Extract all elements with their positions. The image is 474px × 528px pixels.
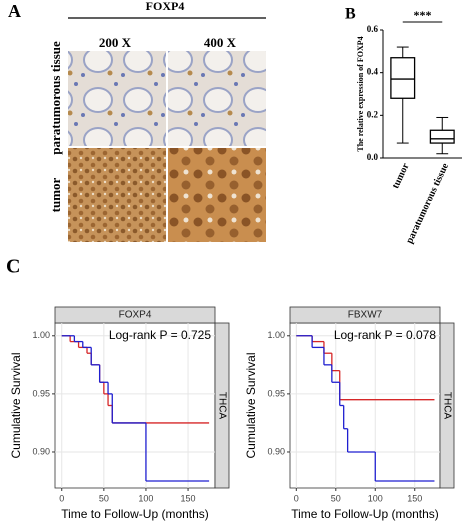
strip [289, 306, 441, 324]
strip-title: FBXW7 [348, 310, 383, 321]
x-axis-label: Time to Follow-Up (months) [61, 507, 209, 521]
y-tick-label: 0.2 [367, 109, 379, 119]
x-tick-label: paratumorous tissue [404, 161, 451, 245]
x-axis-label: Time to Follow-Up (months) [291, 507, 439, 521]
panel-label: A [8, 1, 21, 21]
box [429, 129, 455, 144]
row-label: paratumorous tissue [48, 41, 63, 155]
x-tick-label: tumor [390, 161, 411, 190]
logrank-annotation: Log-rank P = 0.078 [334, 328, 437, 342]
strip-label: THCA [441, 392, 452, 420]
strip [54, 306, 216, 324]
x-tick-label: 150 [407, 493, 422, 503]
x-tick-label: 0 [294, 493, 299, 503]
y-tick-label: 0.95 [32, 388, 50, 398]
x-tick-label: 50 [331, 493, 341, 503]
strip-label: THCA [216, 392, 227, 420]
y-tick-label: 0.0 [367, 152, 379, 162]
significance-label: *** [414, 8, 432, 22]
y-tick-label: 0.90 [32, 446, 50, 456]
row-label: tumor [48, 177, 63, 212]
column-label: 400 X [204, 35, 237, 50]
logrank-annotation: Log-rank P = 0.725 [109, 328, 212, 342]
x-tick-label: 0 [59, 493, 64, 503]
x-tick-label: 150 [181, 493, 196, 503]
micrograph [168, 51, 266, 146]
y-tick-label: 1.00 [32, 330, 50, 340]
x-tick-label: 50 [99, 493, 109, 503]
y-tick-label: 0.6 [367, 24, 379, 34]
x-tick-label: 100 [368, 493, 383, 503]
column-label: 200 X [99, 35, 132, 50]
panel-label: C [6, 256, 20, 278]
x-tick-label: 100 [138, 493, 153, 503]
micrograph [168, 148, 266, 242]
strip-title: FOXP4 [119, 310, 152, 321]
y-tick-label: 1.00 [267, 330, 285, 340]
box [390, 57, 416, 99]
y-tick-label: 0.4 [367, 67, 379, 77]
y-tick-label: 0.95 [267, 388, 285, 398]
micrograph [68, 51, 166, 146]
y-axis-label: Cumulative Survival [9, 352, 23, 458]
y-tick-label: 0.90 [267, 446, 285, 456]
y-axis-label: The relative expression of FOXP4 [356, 36, 365, 151]
image-header: FOXP4 [146, 0, 185, 13]
y-axis-label: Cumulative Survival [244, 352, 258, 458]
strip [439, 322, 455, 489]
panel-label: B [345, 6, 356, 23]
strip [214, 322, 230, 489]
micrograph [68, 148, 166, 242]
